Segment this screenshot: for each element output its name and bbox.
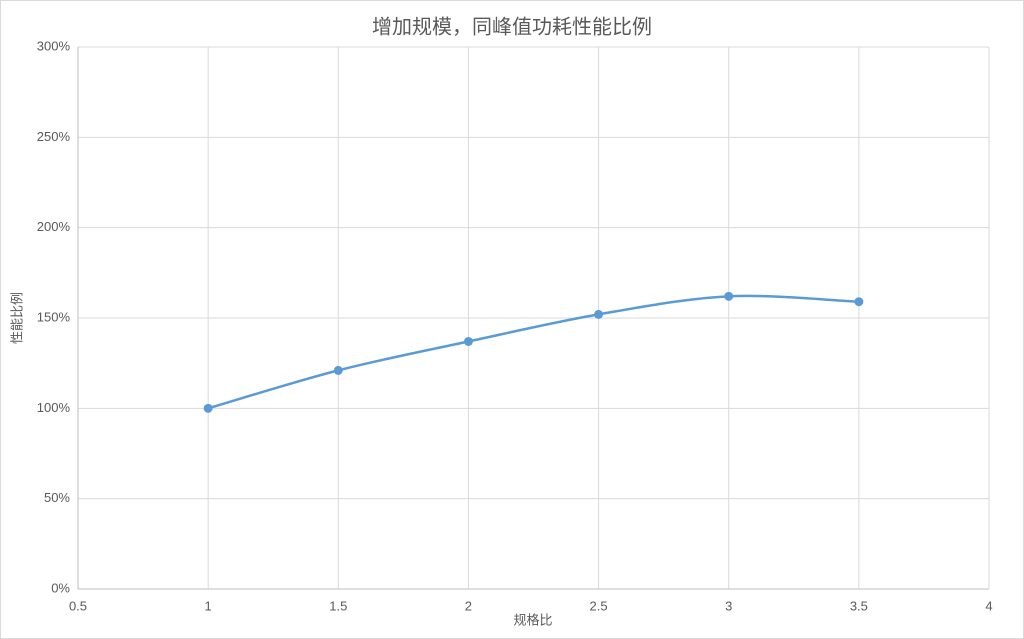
x-tick-label: 3: [725, 598, 732, 613]
y-tick-label: 250%: [37, 129, 71, 144]
y-tick-label: 100%: [37, 400, 71, 415]
data-point: [594, 309, 604, 319]
series-line: [207, 294, 859, 410]
data-point: [854, 297, 864, 307]
y-axis-title: 性能比例: [9, 292, 24, 344]
y-tick-label: 300%: [37, 38, 71, 53]
x-tick-label: 0.5: [69, 598, 87, 613]
x-tick-label: 3.5: [850, 598, 868, 613]
y-tick-label: 0%: [51, 580, 70, 595]
x-axis-title: 规格比: [513, 612, 552, 627]
chart-title: 增加规模，同峰值功耗性能比例: [372, 15, 652, 38]
y-tick-label: 50%: [44, 490, 70, 505]
data-point: [203, 403, 213, 413]
x-tick-label: 2: [465, 598, 472, 613]
y-tick-label: 200%: [37, 219, 71, 234]
y-tick-label: 150%: [37, 309, 71, 324]
x-tick-label: 1.5: [329, 598, 347, 613]
data-point: [463, 336, 473, 346]
x-tick-label: 2.5: [590, 598, 608, 613]
data-point: [724, 291, 734, 301]
data-point: [333, 365, 343, 375]
x-tick-label: 1: [205, 598, 212, 613]
x-tick-label: 4: [985, 598, 992, 613]
